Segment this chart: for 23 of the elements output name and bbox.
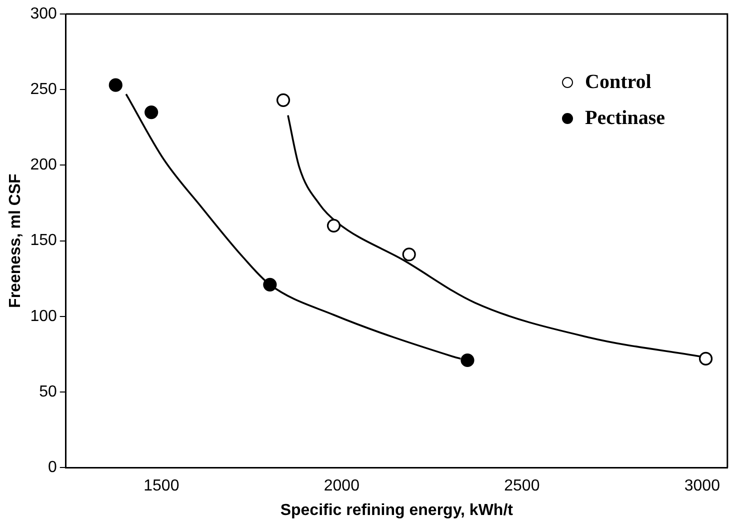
y-tick-label: 100 [30,308,57,325]
y-tick-label: 300 [30,5,57,22]
y-tick-label: 0 [48,459,57,476]
y-tick-label: 50 [39,383,57,400]
x-tick-label: 3000 [684,478,720,495]
point [276,93,290,107]
y-tick-label: 150 [30,232,57,250]
point [402,248,416,262]
point [698,352,713,366]
point [108,78,122,92]
legend-label: Control [585,70,652,94]
x-tick-label: 2500 [504,478,540,495]
point [144,105,158,120]
legend-label: Pectinase [585,106,665,130]
y-tick-label: 250 [30,81,57,98]
y-tick-label: 200 [30,156,57,174]
y-axis-title: Freeness, ml CSF [7,173,24,308]
x-tick-label: 1500 [144,478,180,495]
point [326,218,341,232]
point [460,353,474,368]
point [263,278,277,292]
x-tick-label: 2000 [324,478,360,495]
x-axis-title: Specific refining energy, kWh/t [280,502,514,519]
